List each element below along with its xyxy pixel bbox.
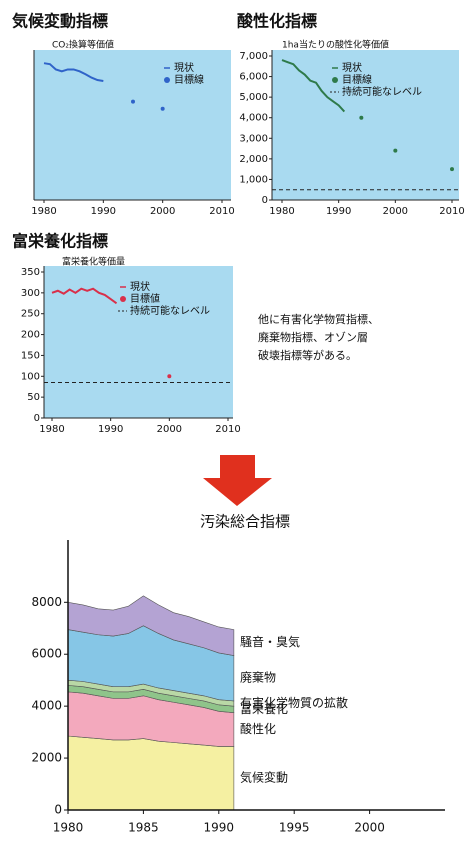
x-tick-label: 2000: [157, 424, 182, 435]
y-tick-label: 0: [54, 803, 62, 817]
x-tick-label: 2000: [354, 821, 385, 835]
plot-background: [44, 266, 233, 418]
chart-title: 酸性化指標: [237, 12, 317, 31]
target-point: [131, 99, 135, 104]
y-tick-label: 300: [21, 288, 40, 299]
target-point: [167, 374, 172, 379]
plot-background: [34, 50, 231, 200]
y-tick-label: 3,000: [239, 133, 268, 144]
y-tick-label: 4,000: [239, 113, 268, 124]
x-tick-label: 2000: [150, 206, 175, 217]
x-tick-label: 1990: [326, 206, 351, 217]
y-tick-label: 0: [262, 195, 268, 206]
series-label: 富栄養化: [240, 701, 288, 716]
x-tick-label: 1995: [279, 821, 310, 835]
legend-label: 持続可能なレベル: [130, 304, 210, 317]
y-tick-label: 2000: [31, 751, 62, 765]
line: [51, 287, 118, 305]
y-tick-label: 6000: [31, 647, 62, 661]
y-tick-label: 6,000: [239, 72, 268, 83]
y-tick-label: 8000: [31, 595, 62, 609]
y-tick-label: 0: [34, 413, 40, 424]
x-tick-label: 1990: [91, 206, 116, 217]
arrow: [203, 455, 272, 506]
chart-title: 富栄養化指標: [12, 232, 108, 251]
target-point: [160, 106, 165, 111]
legend-swatch: [164, 77, 170, 83]
y-tick-label: 250: [21, 309, 40, 320]
y-tick-label: 5,000: [239, 92, 268, 103]
y-tick-label: 1,000: [239, 174, 268, 185]
target-point: [450, 167, 454, 172]
legend-label: 現状: [174, 61, 194, 74]
area: [67, 595, 235, 656]
line: [281, 59, 346, 113]
series-label: 酸性化: [240, 721, 276, 736]
note-line: 破壊指標等がある。: [258, 348, 357, 362]
series-label: 気候変動: [240, 770, 288, 785]
y-tick-label: 350: [21, 267, 40, 278]
legend-label: 現状: [130, 280, 150, 293]
x-tick-label: 2010: [439, 206, 464, 217]
y-tick-label: 50: [27, 392, 40, 403]
note-line: 他に有害化学物質指標、: [258, 312, 379, 326]
y-tick-label: 150: [21, 350, 40, 361]
y-tick-label: 200: [21, 330, 40, 341]
note-line: 廃棄物指標、オゾン層: [258, 330, 368, 344]
y-tick-label: 2,000: [239, 154, 268, 165]
y-tick-label: 100: [21, 371, 40, 382]
x-tick-label: 2010: [215, 424, 240, 435]
legend-label: 目標線: [342, 73, 372, 86]
chart-title: 気候変動指標: [12, 12, 108, 31]
chart-title: 汚染総合指標: [200, 513, 290, 531]
chart-subtitle: 富栄養化等価量: [62, 256, 125, 268]
legend-swatch: [332, 77, 338, 83]
legend-label: 現状: [342, 61, 362, 74]
series-label: 廃棄物: [240, 670, 276, 685]
y-tick-label: 7,000: [239, 51, 268, 62]
x-tick-label: 1990: [204, 821, 235, 835]
y-tick-label: 4000: [31, 699, 62, 713]
series-label: 騒音・臭気: [240, 634, 300, 649]
chart-subtitle: 1ha当たりの酸性化等価値: [282, 39, 389, 51]
plot-background: [272, 50, 459, 200]
series-label: 有害化学物質の拡散: [240, 695, 348, 710]
area: [67, 735, 235, 811]
x-tick-label: 1980: [31, 206, 56, 217]
x-tick-label: 2000: [383, 206, 408, 217]
legend-swatch: [120, 296, 126, 302]
x-tick-label: 1980: [53, 821, 84, 835]
x-tick-label: 1985: [128, 821, 159, 835]
legend-label: 目標値: [130, 292, 160, 305]
legend-label: 持続可能なレベル: [342, 85, 422, 98]
x-tick-label: 1980: [269, 206, 294, 217]
x-tick-label: 1990: [98, 424, 123, 435]
target-point: [393, 148, 398, 153]
chart-subtitle: CO₂換算等価値: [52, 39, 114, 51]
target-point: [359, 115, 364, 120]
line: [43, 62, 104, 82]
x-tick-label: 1980: [39, 424, 64, 435]
x-tick-label: 2010: [209, 206, 234, 217]
legend-label: 目標線: [174, 73, 204, 86]
